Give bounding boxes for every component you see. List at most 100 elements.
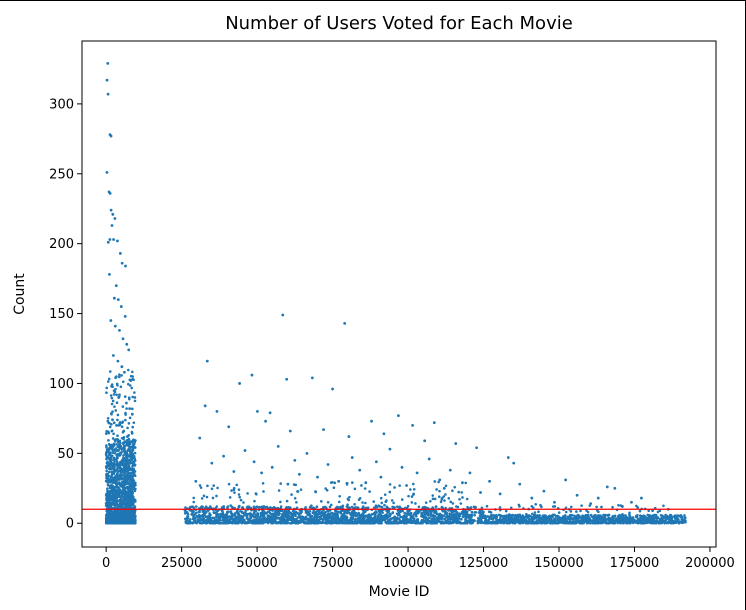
data-point bbox=[125, 502, 128, 505]
data-point bbox=[110, 474, 114, 477]
data-point bbox=[121, 506, 124, 510]
data-point bbox=[407, 494, 410, 498]
data-point bbox=[286, 515, 290, 519]
data-point bbox=[351, 481, 354, 484]
data-point bbox=[456, 521, 460, 525]
data-point bbox=[412, 493, 415, 496]
data-point bbox=[112, 456, 116, 460]
data-point bbox=[267, 514, 271, 518]
data-point bbox=[518, 482, 522, 486]
data-point bbox=[465, 497, 469, 501]
data-point bbox=[105, 513, 109, 516]
data-point bbox=[190, 509, 194, 513]
data-point bbox=[271, 521, 275, 525]
data-point bbox=[215, 410, 219, 413]
data-point bbox=[119, 466, 122, 470]
data-point bbox=[279, 482, 282, 485]
data-point bbox=[128, 479, 131, 483]
data-point bbox=[106, 240, 110, 244]
data-point bbox=[310, 376, 314, 380]
data-point bbox=[222, 454, 225, 458]
data-point bbox=[130, 386, 134, 390]
data-point bbox=[119, 472, 122, 476]
data-point bbox=[192, 513, 196, 517]
data-point bbox=[112, 501, 115, 504]
data-point bbox=[325, 521, 329, 525]
data-point bbox=[125, 509, 128, 513]
data-point bbox=[388, 519, 391, 523]
data-point bbox=[388, 521, 392, 525]
data-point bbox=[131, 439, 135, 443]
data-point bbox=[437, 495, 441, 499]
data-point bbox=[109, 505, 113, 509]
data-point bbox=[398, 519, 402, 523]
data-point bbox=[443, 499, 446, 502]
data-point bbox=[115, 462, 119, 465]
data-point bbox=[108, 446, 111, 450]
data-point bbox=[115, 401, 119, 405]
data-point bbox=[463, 521, 467, 525]
data-point bbox=[104, 504, 108, 507]
data-point bbox=[131, 395, 135, 399]
data-point bbox=[125, 462, 128, 466]
data-point bbox=[108, 425, 112, 429]
data-point bbox=[364, 519, 368, 522]
data-point bbox=[121, 380, 125, 384]
data-point bbox=[239, 519, 243, 523]
data-point bbox=[398, 484, 401, 487]
data-point bbox=[108, 520, 112, 523]
data-point bbox=[555, 514, 559, 518]
data-point bbox=[235, 510, 239, 514]
data-point bbox=[119, 497, 123, 501]
data-point bbox=[111, 437, 115, 440]
data-point bbox=[388, 483, 392, 486]
data-point bbox=[126, 521, 130, 525]
data-point bbox=[229, 504, 232, 507]
data-point bbox=[196, 515, 200, 518]
data-point bbox=[111, 476, 114, 480]
data-point bbox=[512, 461, 516, 465]
data-point bbox=[132, 421, 136, 424]
data-point bbox=[128, 467, 132, 470]
data-point bbox=[418, 521, 422, 525]
data-point bbox=[468, 518, 472, 521]
data-point bbox=[110, 383, 114, 386]
data-point bbox=[128, 384, 132, 387]
data-point bbox=[127, 516, 130, 520]
data-point bbox=[105, 391, 108, 395]
data-point bbox=[110, 470, 113, 474]
data-point bbox=[260, 471, 264, 475]
data-point bbox=[536, 514, 539, 518]
data-point bbox=[461, 481, 464, 485]
data-point bbox=[309, 516, 312, 519]
data-point bbox=[329, 513, 332, 517]
data-point bbox=[274, 512, 278, 516]
data-point bbox=[323, 511, 326, 515]
data-point bbox=[354, 517, 358, 521]
data-point bbox=[258, 521, 261, 525]
data-point bbox=[306, 521, 310, 525]
data-point bbox=[125, 495, 129, 499]
data-point bbox=[114, 447, 118, 450]
data-point bbox=[124, 458, 128, 462]
data-point bbox=[614, 517, 618, 520]
data-point bbox=[277, 513, 280, 517]
data-point bbox=[108, 421, 111, 425]
data-point bbox=[257, 506, 261, 509]
data-point bbox=[130, 481, 133, 485]
data-point bbox=[111, 385, 114, 389]
data-point bbox=[111, 451, 115, 455]
data-point bbox=[107, 478, 110, 481]
data-point bbox=[252, 511, 256, 514]
data-point bbox=[130, 412, 134, 416]
data-point bbox=[322, 428, 325, 431]
data-point bbox=[457, 517, 461, 520]
data-point bbox=[360, 484, 363, 487]
data-point bbox=[280, 518, 283, 521]
data-point bbox=[447, 497, 451, 500]
data-point bbox=[115, 393, 118, 397]
data-point bbox=[388, 447, 392, 451]
data-point bbox=[326, 509, 330, 513]
data-point bbox=[323, 521, 327, 525]
